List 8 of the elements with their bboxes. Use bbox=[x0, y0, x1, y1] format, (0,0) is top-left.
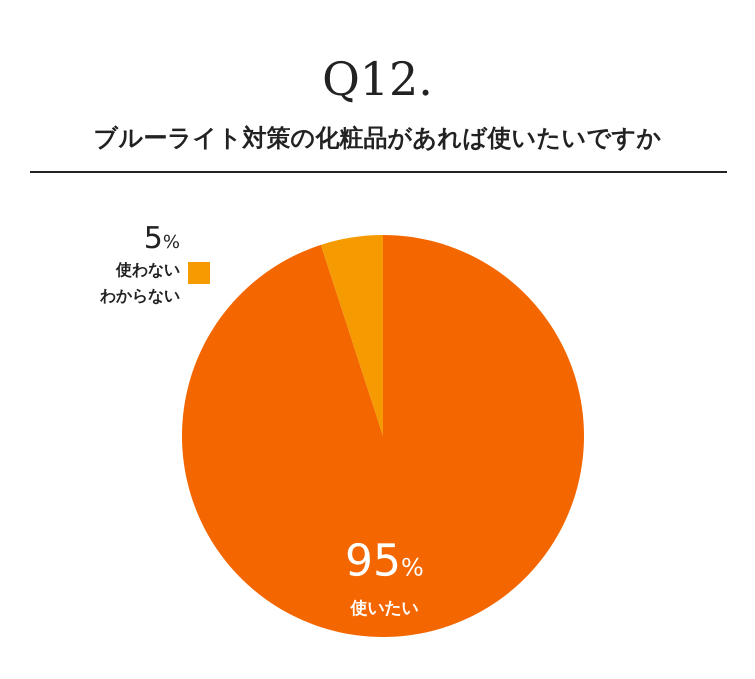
pie-slice bbox=[320, 235, 383, 436]
slice-label: 使いたい bbox=[349, 598, 418, 619]
pie-slice bbox=[182, 235, 584, 637]
chart-subtitle: ブルーライト対策の化粧品があれば使いたいですか bbox=[94, 123, 662, 152]
data-label: 5% bbox=[144, 221, 180, 256]
chart-title: Q12. bbox=[322, 52, 433, 106]
data-label: 95% bbox=[345, 536, 424, 587]
legend-label: 使わないわからない bbox=[99, 260, 180, 305]
